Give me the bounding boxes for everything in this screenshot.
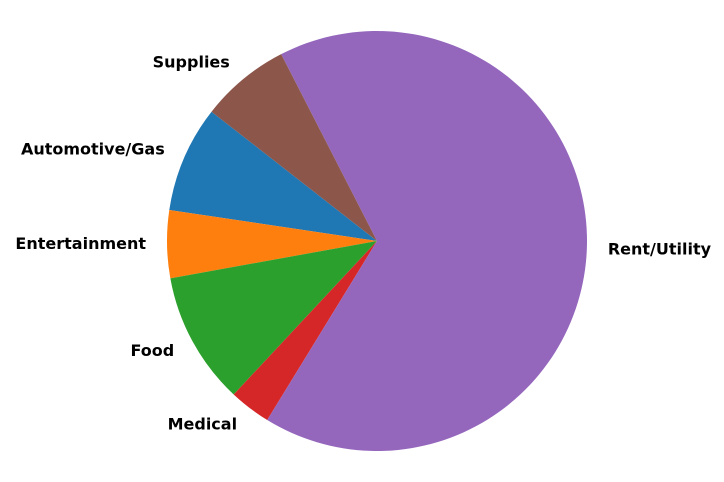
- pie-label-entertainment: Entertainment: [15, 234, 146, 253]
- pie-labels: Automotive/Gas Entertainment Food Medical Re…: [15, 52, 711, 433]
- pie-label-automotive-gas: Automotive/Gas: [21, 139, 165, 158]
- pie-slice-food: [170, 241, 377, 395]
- pie-slice-medical: [233, 241, 377, 421]
- pie-label-supplies: Supplies: [153, 52, 230, 71]
- pie-label-rent-utility: Rent/Utility: [608, 239, 712, 258]
- pie-label-food: Food: [130, 341, 174, 360]
- pie-label-medical: Medical: [168, 414, 237, 433]
- pie-slice-rent-utility: [267, 31, 587, 452]
- pie-slice-automotive-gas: [169, 111, 377, 242]
- pie-slices: [167, 31, 587, 452]
- pie-slice-entertainment: [167, 210, 377, 279]
- pie-slice-supplies: [211, 54, 377, 241]
